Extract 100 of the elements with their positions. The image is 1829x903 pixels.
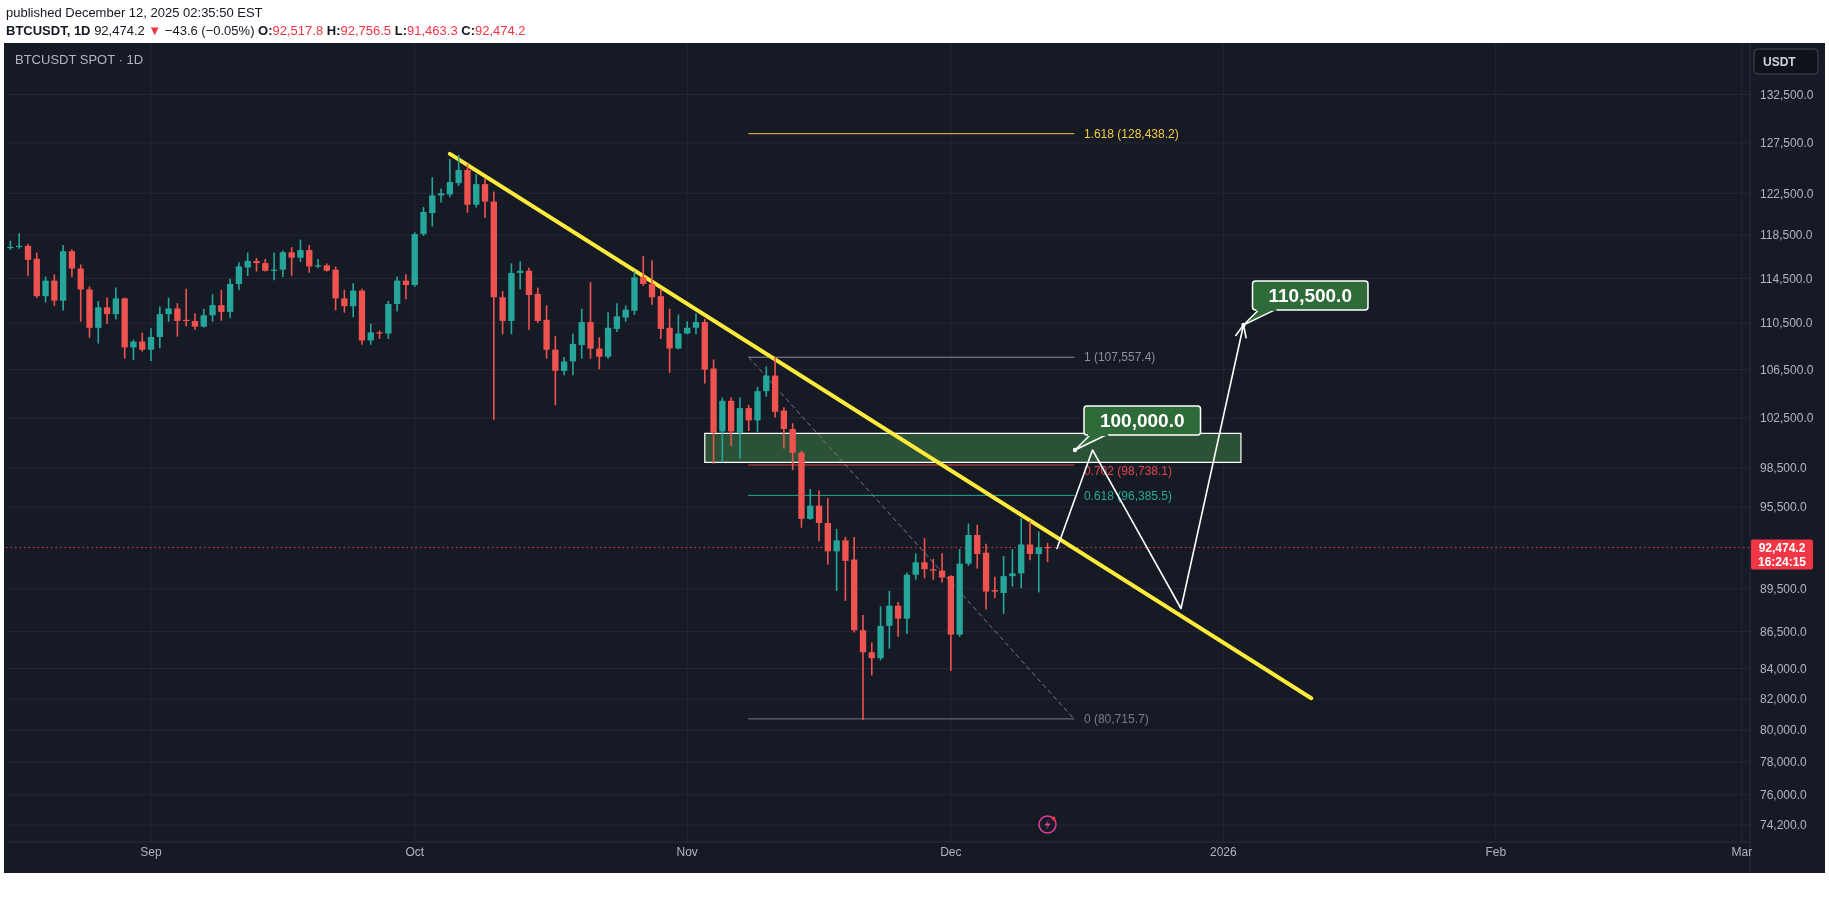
ref-line-label: 92,474.2 16:24:15 bbox=[1757, 540, 1807, 569]
candlestick bbox=[886, 590, 893, 649]
candlestick bbox=[666, 308, 673, 373]
candlestick bbox=[174, 303, 181, 337]
candlestick bbox=[596, 337, 603, 370]
x-tick-label: Nov bbox=[676, 845, 698, 859]
y-tick-label: 98,500.0 bbox=[1760, 461, 1808, 476]
candlestick bbox=[429, 177, 436, 227]
candlestick bbox=[367, 323, 374, 345]
y-tick-label: 76,000.0 bbox=[1760, 787, 1808, 802]
annotation: 110,500.0 bbox=[1268, 285, 1352, 307]
series-label: 1.618 (128,438.2) bbox=[1083, 126, 1179, 141]
y-tick-label: 80,000.0 bbox=[1760, 723, 1808, 738]
x-tick-label: Sep bbox=[140, 845, 163, 859]
y-tick-label: 127,500.0 bbox=[1760, 136, 1814, 151]
candlestick bbox=[306, 245, 313, 273]
x-tick-label: 2026 bbox=[1210, 845, 1238, 859]
candlestick bbox=[640, 255, 647, 286]
y-tick-label: 74,200.0 bbox=[1760, 818, 1808, 833]
candlestick bbox=[745, 404, 752, 432]
candlestick bbox=[24, 243, 32, 276]
y-tick-label: 118,500.0 bbox=[1760, 228, 1813, 243]
candlestick bbox=[833, 528, 840, 591]
y-tick-label: 114,500.0 bbox=[1760, 271, 1813, 286]
candlestick bbox=[1009, 549, 1016, 587]
candlestick bbox=[1026, 520, 1034, 561]
candlestick bbox=[165, 297, 172, 322]
candlestick bbox=[578, 308, 585, 359]
candlestick bbox=[991, 576, 998, 599]
annotation: 100,000.0 bbox=[1100, 410, 1185, 432]
candlestick bbox=[1000, 555, 1007, 614]
candlestick bbox=[912, 553, 919, 580]
candlestick bbox=[51, 274, 58, 306]
text: BTCUSDT, 1D 92,474.2 ▼ −43.6 (−0.05%) O:92,517.8 H:92,756.5 L:91,463.3 C:92,474.2 bbox=[6, 23, 526, 38]
y-tick-label: 122,500.0 bbox=[1760, 186, 1814, 201]
candlestick bbox=[859, 614, 867, 720]
candlestick bbox=[130, 339, 137, 360]
candlestick bbox=[894, 602, 902, 637]
candlestick bbox=[95, 300, 102, 344]
candlestick bbox=[780, 407, 788, 449]
candlestick bbox=[341, 289, 348, 313]
candlestick bbox=[68, 249, 76, 278]
y-tick-label: 78,000.0 bbox=[1760, 755, 1808, 770]
candlestick bbox=[42, 276, 49, 303]
candlestick bbox=[191, 313, 199, 330]
y-tick-label: 84,000.0 bbox=[1760, 661, 1808, 676]
y-tick-label: 106,500.0 bbox=[1760, 362, 1814, 377]
y-tick-label: 82,000.0 bbox=[1760, 692, 1808, 707]
candlestick bbox=[112, 287, 120, 320]
candlestick bbox=[815, 490, 823, 542]
candlestick bbox=[842, 536, 849, 601]
candlestick bbox=[147, 328, 155, 362]
candlestick bbox=[446, 159, 454, 198]
y-tick-label: 95,500.0 bbox=[1760, 500, 1808, 515]
candlestick bbox=[393, 276, 401, 312]
candlestick bbox=[420, 207, 427, 236]
y-tick-label: 89,500.0 bbox=[1760, 581, 1808, 596]
candlestick bbox=[692, 313, 700, 335]
candlestick bbox=[209, 294, 216, 322]
candlestick bbox=[455, 155, 462, 186]
y-tick-label: 86,500.0 bbox=[1760, 624, 1808, 639]
candlestick bbox=[156, 306, 163, 349]
candlestick bbox=[288, 247, 295, 276]
candlestick bbox=[938, 553, 946, 583]
candlestick bbox=[473, 174, 480, 208]
chart-title: published December 12, 2025 02:35:50 EST bbox=[6, 5, 263, 20]
candlestick bbox=[437, 188, 445, 203]
candlestick bbox=[789, 423, 796, 471]
y-tick-label: 110,500.0 bbox=[1760, 316, 1813, 331]
series-label: 0 (80,715.7) bbox=[1083, 712, 1149, 727]
candlestick bbox=[613, 303, 621, 333]
candlestick bbox=[481, 178, 489, 219]
candlestick bbox=[103, 297, 111, 325]
y-tick-label: 102,500.0 bbox=[1760, 411, 1814, 426]
candlestick bbox=[235, 262, 243, 291]
series-label: 1 (107,557.4) bbox=[1083, 350, 1156, 365]
candlestick bbox=[77, 264, 84, 322]
candlestick bbox=[930, 558, 937, 580]
x-tick-label: Feb bbox=[1485, 845, 1507, 859]
candlestick bbox=[648, 260, 656, 305]
candlestick bbox=[675, 314, 682, 350]
candlestick bbox=[297, 239, 304, 262]
y-tick-label: 132,500.0 bbox=[1760, 87, 1814, 102]
x-tick-label: Dec bbox=[940, 845, 962, 859]
candlestick bbox=[279, 250, 287, 278]
candlestick bbox=[350, 283, 357, 318]
candlestick bbox=[569, 333, 577, 376]
candlestick bbox=[218, 289, 225, 321]
x-tick-label: Oct bbox=[405, 845, 425, 859]
candlestick bbox=[552, 336, 559, 406]
candlestick bbox=[763, 366, 770, 397]
candlestick bbox=[499, 290, 506, 335]
candlestick bbox=[921, 538, 928, 579]
candlestick bbox=[868, 642, 875, 676]
candlestick bbox=[974, 524, 981, 569]
y-axis-title: USDT bbox=[1763, 54, 1797, 69]
x-tick-label: Mar bbox=[1731, 845, 1753, 859]
annotation: BTCUSDT SPOT · 1D bbox=[15, 52, 144, 67]
series-label: 0.618 (96,385.5) bbox=[1083, 488, 1173, 503]
candlestick bbox=[1035, 531, 1042, 593]
